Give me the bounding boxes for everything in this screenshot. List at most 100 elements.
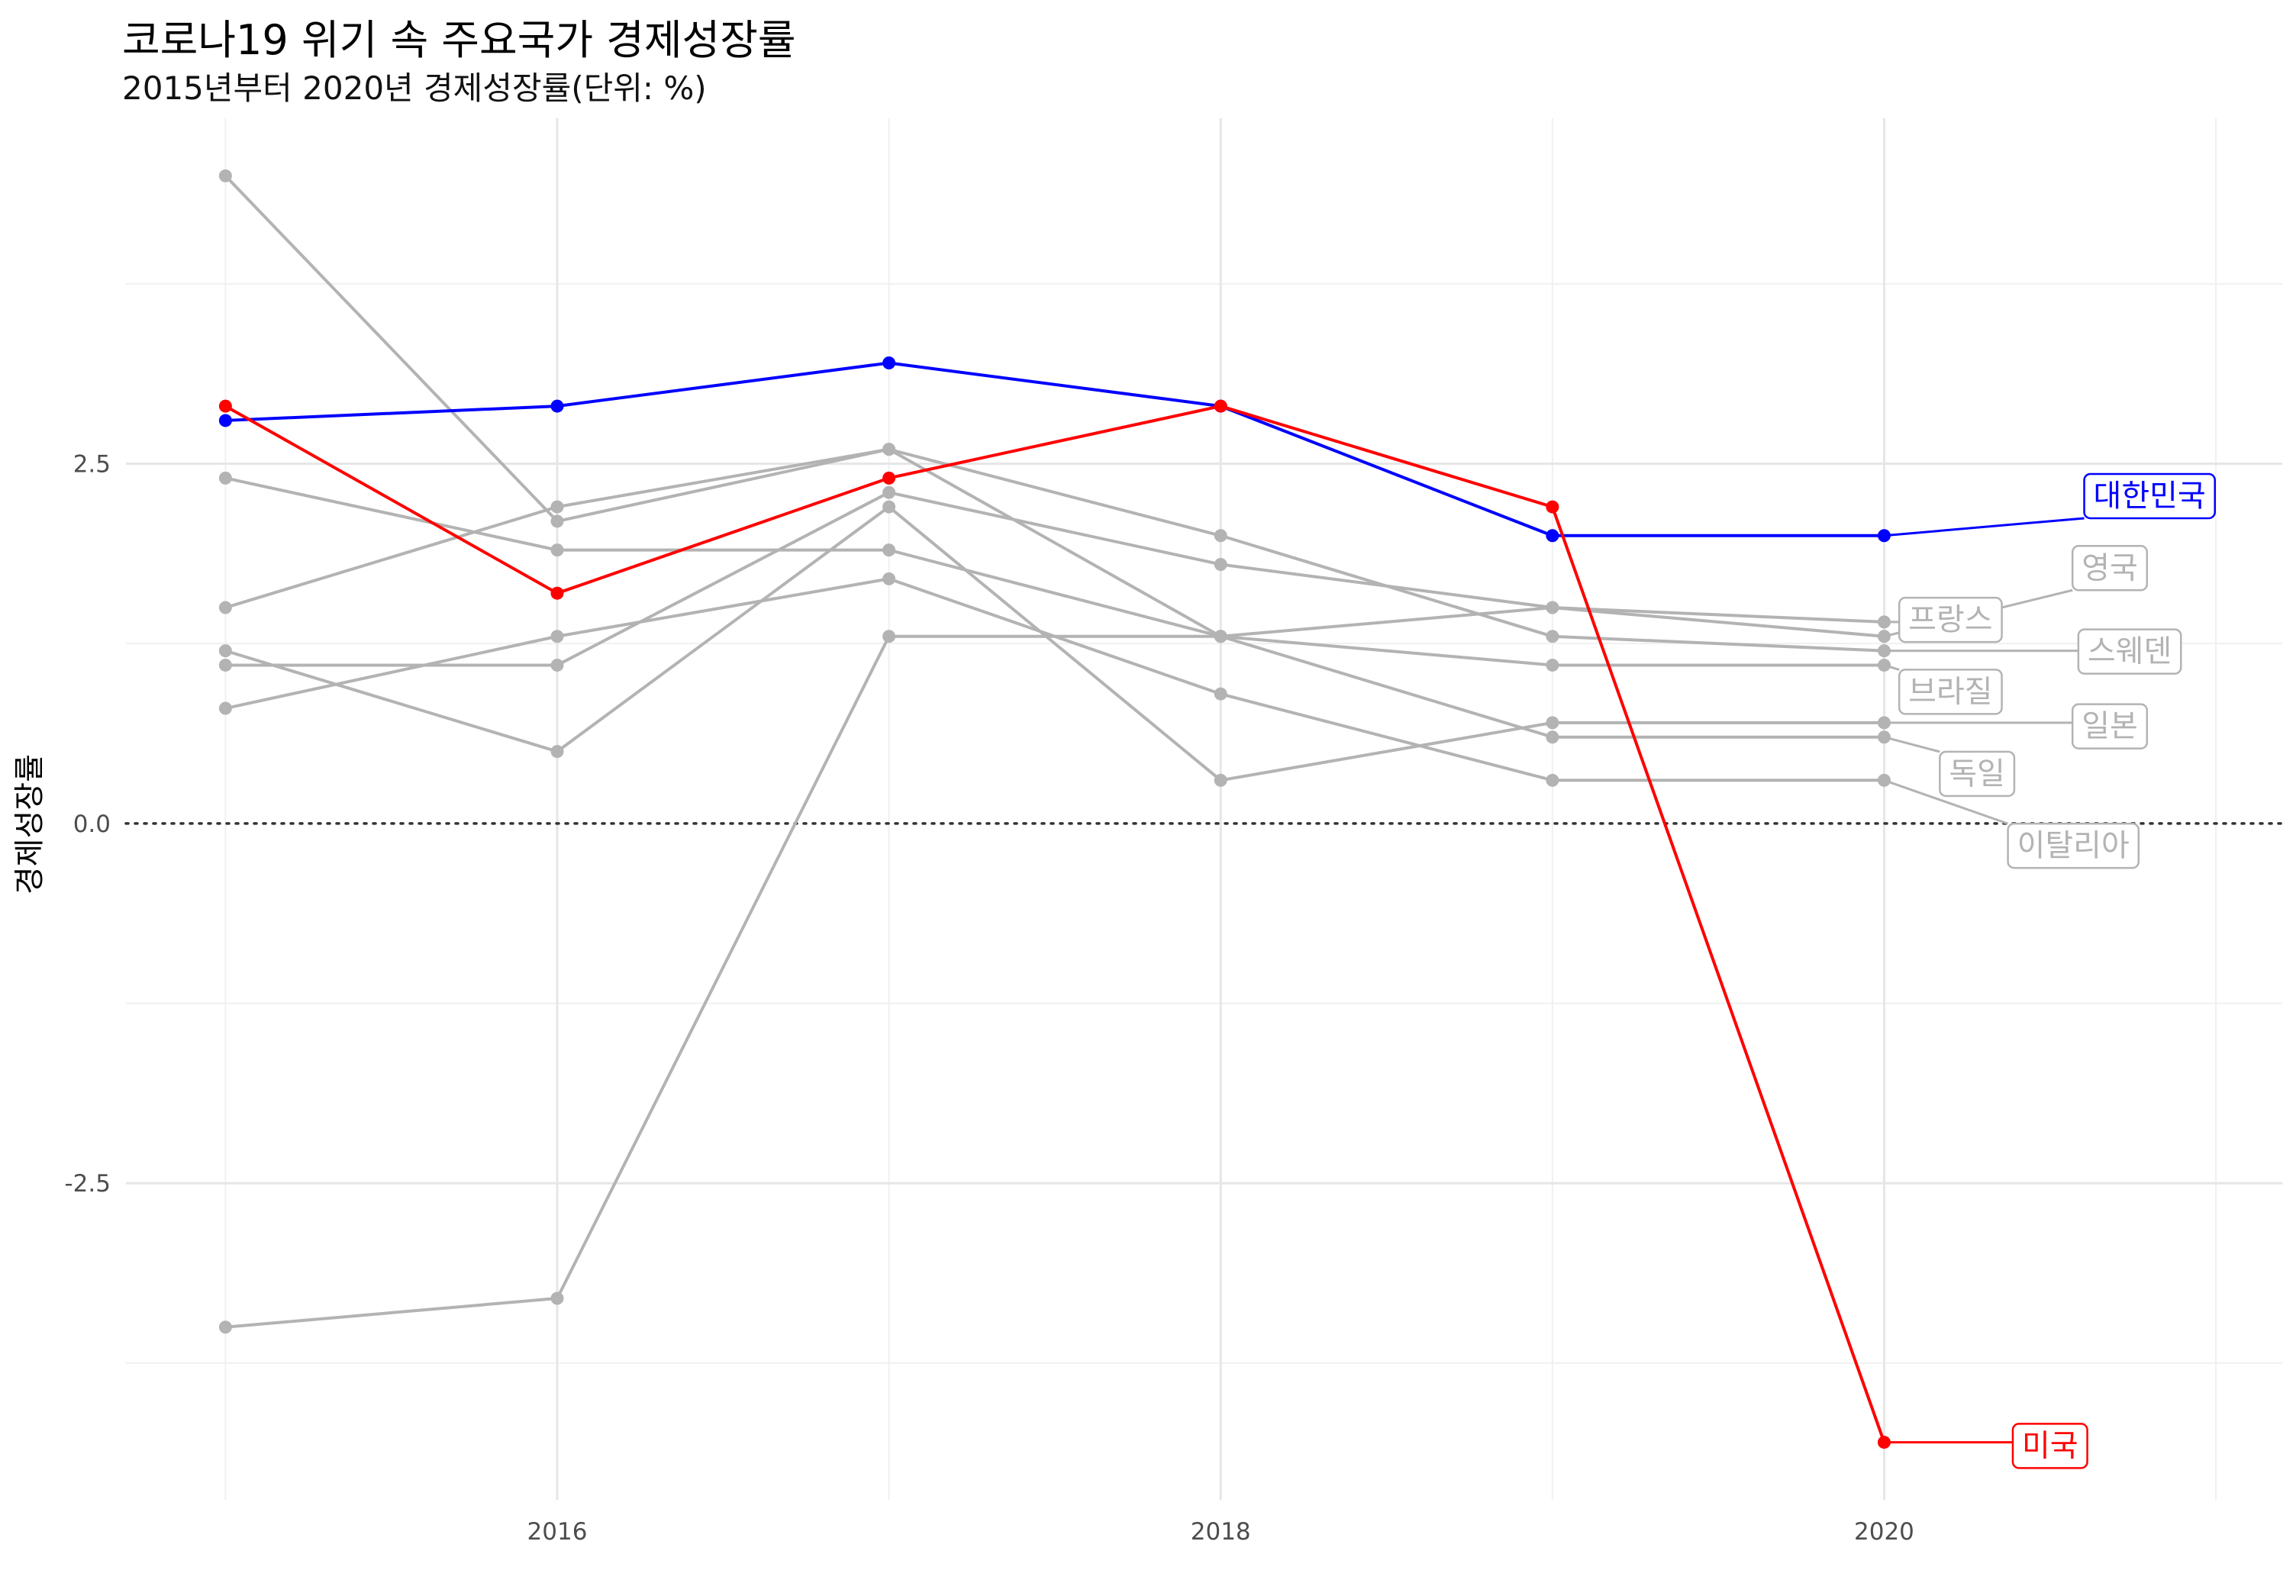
series-미국 [218, 399, 1891, 1449]
data-point [550, 1291, 564, 1305]
series-label-영국: 영국 [1884, 545, 2149, 638]
data-point [882, 500, 896, 514]
series-line [224, 505, 1885, 782]
data-point [882, 356, 896, 370]
x-tick-label: 2020 [1854, 1518, 1914, 1546]
data-point [550, 658, 564, 672]
data-point [1214, 630, 1227, 643]
series-프랑스 [218, 485, 1891, 672]
series-일본 [218, 500, 1891, 787]
series-line [224, 447, 1885, 739]
data-point [218, 701, 232, 715]
y-tick-label: -2.5 [65, 1170, 111, 1198]
label-box [2007, 822, 2140, 869]
data-point [218, 601, 232, 614]
label-text: 이탈리아 [2017, 828, 2130, 863]
label-box [1898, 596, 2003, 643]
series-label-대한민국: 대한민국 [1884, 472, 2217, 537]
data-point [882, 630, 896, 643]
data-point [550, 630, 564, 643]
data-point [1546, 500, 1559, 514]
data-point [1546, 773, 1559, 787]
series-line [224, 405, 1886, 1443]
series-label-스웨덴: 스웨덴 [1884, 628, 2182, 675]
series-label-브라질: 브라질 [1884, 664, 2003, 715]
data-point [1546, 630, 1559, 643]
data-point [882, 543, 896, 557]
data-point [550, 586, 564, 600]
data-point [218, 1320, 232, 1334]
data-point [218, 644, 232, 658]
data-point [1546, 716, 1559, 730]
label-connector [1884, 736, 1940, 753]
grid-layer [124, 118, 2284, 1500]
x-tick-label: 2016 [527, 1518, 588, 1546]
data-point [1546, 529, 1559, 543]
series-label-독일: 독일 [1884, 736, 2016, 798]
data-point [882, 572, 896, 585]
chart-title: 코로나19 위기 속 주요국가 경제성장률 [122, 16, 796, 64]
series-label-이탈리아: 이탈리아 [1883, 779, 2140, 869]
y-tick-label: 0.0 [73, 811, 111, 838]
data-point [1214, 557, 1227, 571]
data-point [882, 443, 896, 456]
label-text: 일본 [2082, 709, 2138, 744]
data-point [218, 658, 232, 672]
series-line [224, 577, 1885, 782]
label-box [2071, 703, 2149, 750]
label-box [2077, 628, 2182, 675]
data-point [550, 514, 564, 528]
series-스웨덴 [218, 169, 1891, 658]
x-tick-label: 2018 [1191, 1518, 1251, 1546]
data-point [882, 471, 896, 485]
data-point [218, 414, 232, 427]
series-line [225, 491, 1885, 667]
series-label-일본: 일본 [1884, 703, 2149, 750]
data-point [550, 543, 564, 557]
label-box [1898, 669, 2003, 715]
label-box [2071, 545, 2149, 592]
data-point [1546, 601, 1559, 614]
data-point [550, 399, 564, 413]
series-브라질 [218, 630, 1891, 1334]
label-connector [1883, 779, 2009, 825]
data-point [1214, 687, 1227, 701]
label-text: 미국 [2022, 1428, 2078, 1463]
y-axis-title: 경제성장률 [12, 754, 47, 895]
series-layer [218, 169, 1891, 1449]
series-영국 [218, 471, 1891, 643]
chart-subtitle: 2015년부터 2020년 경제성장률(단위: %) [122, 69, 707, 107]
data-point [218, 399, 232, 413]
series-line [224, 476, 1885, 638]
label-text: 스웨덴 [2088, 634, 2172, 669]
data-point [1214, 399, 1227, 413]
data-point [1214, 529, 1227, 543]
data-point [550, 500, 564, 514]
label-connector [1884, 517, 2085, 537]
y-tick-label: 2.5 [73, 451, 111, 479]
data-point [1546, 658, 1559, 672]
data-point [550, 745, 564, 759]
series-line [224, 175, 1885, 653]
data-point [218, 471, 232, 485]
label-text: 영국 [2082, 550, 2138, 585]
series-label-미국: 미국 [1884, 1423, 2088, 1469]
series-label-프랑스: 프랑스 [1884, 596, 2003, 643]
series-대한민국 [218, 356, 1891, 543]
data-point [218, 169, 232, 182]
label-text: 독일 [1949, 756, 2005, 792]
data-point [1546, 730, 1559, 744]
label-text: 브라질 [1908, 674, 1992, 709]
data-point [882, 485, 896, 499]
label-box [1939, 750, 2016, 798]
label-text: 대한민국 [2094, 479, 2206, 514]
label-box [2011, 1423, 2088, 1469]
label-connector [1884, 664, 1900, 671]
series-line [225, 361, 1885, 537]
label-text: 프랑스 [1908, 602, 1992, 637]
axis-layer: 2016 2018 2020 -2.5 0.0 2.5 [65, 451, 1914, 1546]
data-point [1214, 773, 1227, 787]
label-box [2083, 472, 2217, 520]
